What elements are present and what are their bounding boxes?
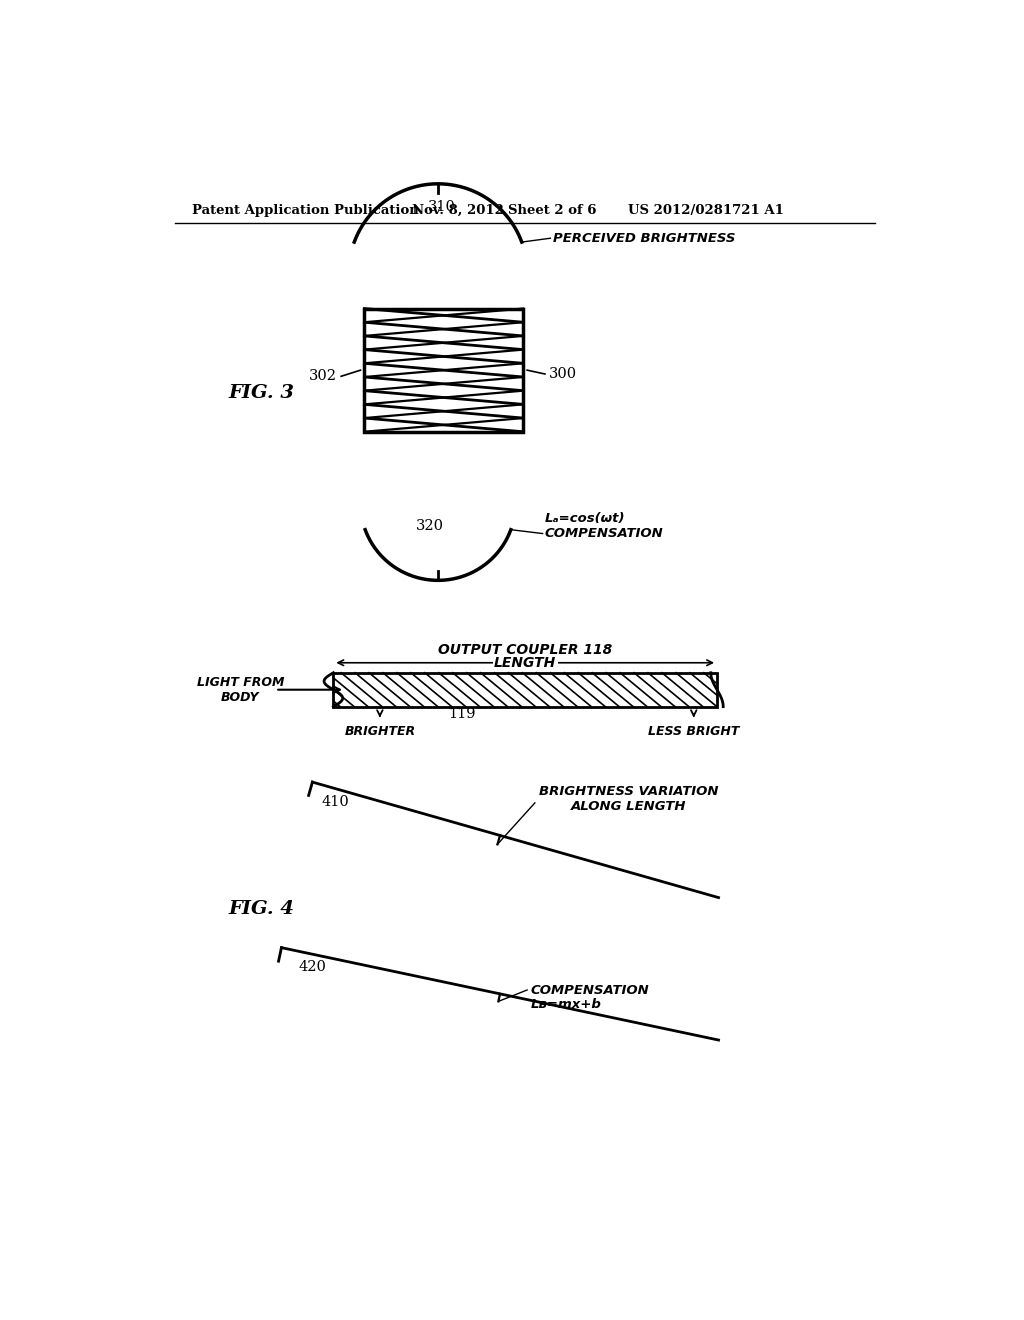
Text: BRIGHTER: BRIGHTER	[344, 725, 416, 738]
Text: 420: 420	[299, 960, 327, 974]
Text: LIGHT FROM
BODY: LIGHT FROM BODY	[197, 676, 284, 704]
Text: 320: 320	[416, 520, 444, 533]
Bar	[334, 673, 717, 706]
Text: Nov. 8, 2012: Nov. 8, 2012	[412, 205, 504, 218]
Text: Patent Application Publication: Patent Application Publication	[191, 205, 418, 218]
Text: LENGTH: LENGTH	[494, 656, 556, 669]
Bar	[365, 309, 523, 432]
Text: FIG. 4: FIG. 4	[228, 900, 295, 919]
Text: FIG. 3: FIG. 3	[228, 384, 295, 403]
Text: LESS BRIGHT: LESS BRIGHT	[648, 725, 739, 738]
Text: Sheet 2 of 6: Sheet 2 of 6	[508, 205, 596, 218]
Text: BRIGHTNESS VARIATION
ALONG LENGTH: BRIGHTNESS VARIATION ALONG LENGTH	[539, 785, 718, 813]
Text: 300: 300	[549, 367, 577, 381]
Text: 310: 310	[428, 199, 456, 214]
Text: Lₐ=cos(ωt): Lₐ=cos(ωt)	[545, 512, 626, 525]
Text: US 2012/0281721 A1: US 2012/0281721 A1	[628, 205, 783, 218]
Text: COMPENSATION: COMPENSATION	[545, 527, 664, 540]
Text: Lʙ=mx+b: Lʙ=mx+b	[531, 998, 602, 1011]
Text: 302: 302	[309, 370, 337, 383]
Text: PERCEIVED BRIGHTNESS: PERCEIVED BRIGHTNESS	[553, 232, 735, 244]
Text: OUTPUT COUPLER 118: OUTPUT COUPLER 118	[438, 643, 612, 656]
Text: 410: 410	[322, 795, 349, 809]
Text: 119: 119	[447, 708, 475, 721]
Text: COMPENSATION: COMPENSATION	[531, 983, 650, 997]
